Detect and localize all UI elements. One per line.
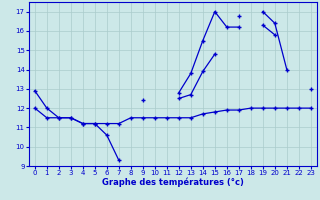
X-axis label: Graphe des températures (°c): Graphe des températures (°c) [102,178,244,187]
